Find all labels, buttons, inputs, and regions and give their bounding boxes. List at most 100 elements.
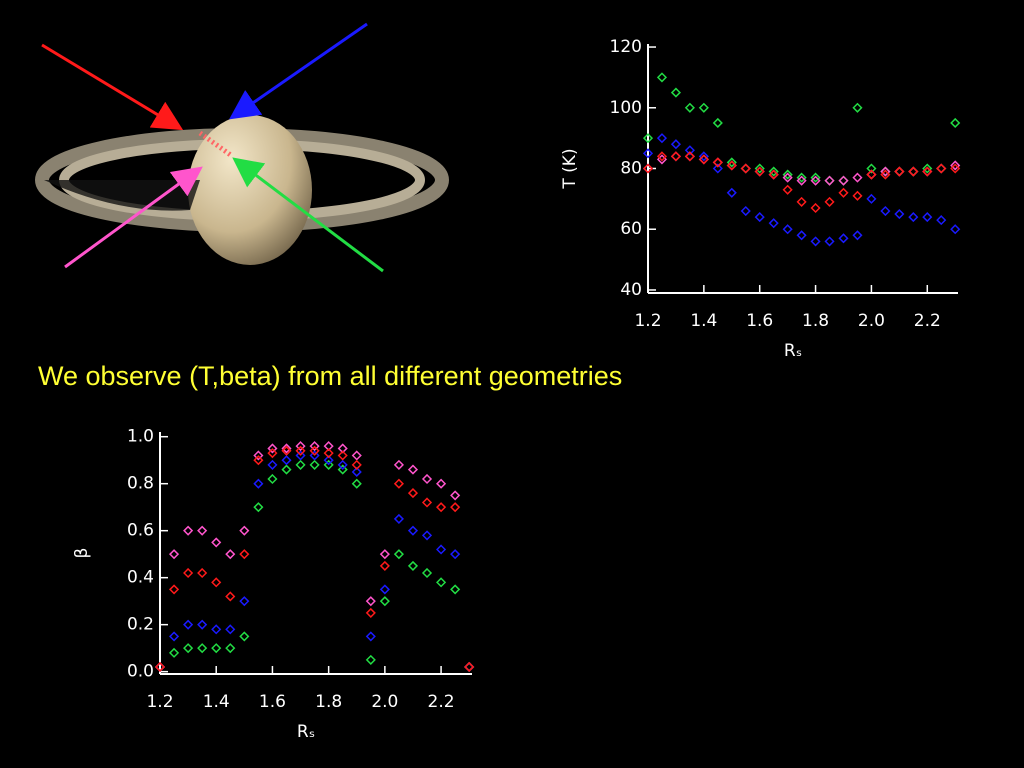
data-point: [337, 459, 348, 470]
data-point: [824, 175, 835, 186]
data-point: [225, 549, 236, 560]
data-point: [168, 647, 180, 658]
data-point: [225, 643, 236, 654]
data-point: [712, 157, 723, 168]
x-tick-label: 1.4: [203, 692, 230, 712]
data-point: [197, 619, 208, 630]
data-point: [197, 567, 208, 579]
y-tick-label: 100: [610, 98, 642, 118]
data-point: [838, 175, 849, 186]
data-point: [450, 549, 461, 560]
y-tick-label: 120: [610, 37, 642, 57]
y-tick-label: 0.4: [127, 568, 154, 588]
y-tick-label: 1.0: [127, 427, 154, 447]
data-point: [281, 443, 292, 454]
data-point: [754, 166, 765, 177]
data-point: [796, 175, 807, 186]
data-point: [239, 631, 250, 642]
data-point: [407, 560, 419, 571]
x-tick-label: 2.0: [371, 692, 398, 712]
data-point: [436, 577, 447, 588]
data-point: [670, 151, 681, 162]
data-point: [922, 212, 933, 223]
data-point: [838, 233, 849, 244]
data-point: [642, 163, 654, 174]
data-point: [894, 166, 905, 177]
data-point: [866, 163, 877, 174]
data-point: [908, 212, 919, 223]
data-point: [421, 473, 433, 485]
data-point: [768, 218, 779, 229]
data-point: [379, 596, 390, 607]
x-tick-label: 1.6: [259, 692, 286, 712]
data-point: [824, 236, 835, 247]
data-point: [838, 175, 849, 186]
data-point: [365, 596, 376, 607]
data-point: [670, 139, 681, 150]
data-point: [211, 643, 222, 654]
data-point: [852, 172, 863, 183]
data-point: [197, 525, 208, 536]
data-point: [922, 166, 933, 177]
data-point: [950, 163, 961, 174]
data-point: [295, 459, 306, 470]
data-point: [309, 441, 320, 452]
data-point: [838, 187, 849, 198]
data-point: [782, 184, 793, 195]
data-point: [197, 643, 208, 654]
data-point: [407, 464, 419, 475]
data-point: [810, 202, 821, 214]
data-point: [281, 445, 292, 456]
data-point: [154, 661, 166, 673]
data-point: [436, 544, 447, 555]
data-point: [950, 117, 961, 129]
y-tick-label: 60: [620, 219, 642, 239]
x-tick-label: 2.2: [428, 692, 455, 712]
data-point: [379, 560, 390, 571]
data-point: [908, 166, 919, 177]
data-point: [295, 445, 306, 456]
data-point: [323, 455, 334, 466]
data-point: [253, 502, 264, 513]
data-point: [684, 151, 695, 162]
data-point: [796, 172, 807, 183]
data-point: [782, 169, 793, 180]
data-point: [267, 443, 278, 454]
x-tick-label: 2.0: [858, 311, 885, 331]
data-point: [168, 631, 180, 642]
data-point: [267, 448, 278, 459]
data-point: [726, 160, 737, 171]
data-point: [407, 525, 419, 536]
data-point: [782, 224, 793, 235]
y-tick-label: 0.2: [127, 615, 154, 635]
data-point: [684, 145, 695, 156]
data-point: [740, 163, 751, 174]
data-point: [866, 169, 877, 180]
data-point: [351, 459, 362, 470]
data-point: [670, 87, 681, 98]
data-point: [768, 169, 779, 180]
x-tick-label: 1.6: [746, 311, 773, 331]
data-point: [183, 643, 194, 654]
saturn-image: [35, 115, 449, 265]
data-point: [464, 661, 475, 673]
data-point: [754, 212, 765, 223]
data-point: [253, 478, 264, 489]
x-axis-label: Rₛ: [784, 341, 802, 361]
y-tick-label: 0.8: [127, 474, 154, 494]
data-point: [936, 163, 947, 174]
x-tick-label: 2.2: [914, 311, 941, 331]
data-point: [407, 488, 419, 499]
data-point: [642, 148, 654, 159]
data-point: [323, 448, 334, 459]
x-tick-label: 1.4: [690, 311, 717, 331]
data-point: [267, 473, 278, 485]
data-point: [464, 661, 475, 673]
data-point: [450, 490, 461, 501]
data-point: [211, 624, 222, 635]
data-point: [365, 654, 376, 665]
data-point: [908, 166, 919, 177]
data-point: [295, 441, 306, 452]
geometry-arrows: [41, 22, 384, 273]
